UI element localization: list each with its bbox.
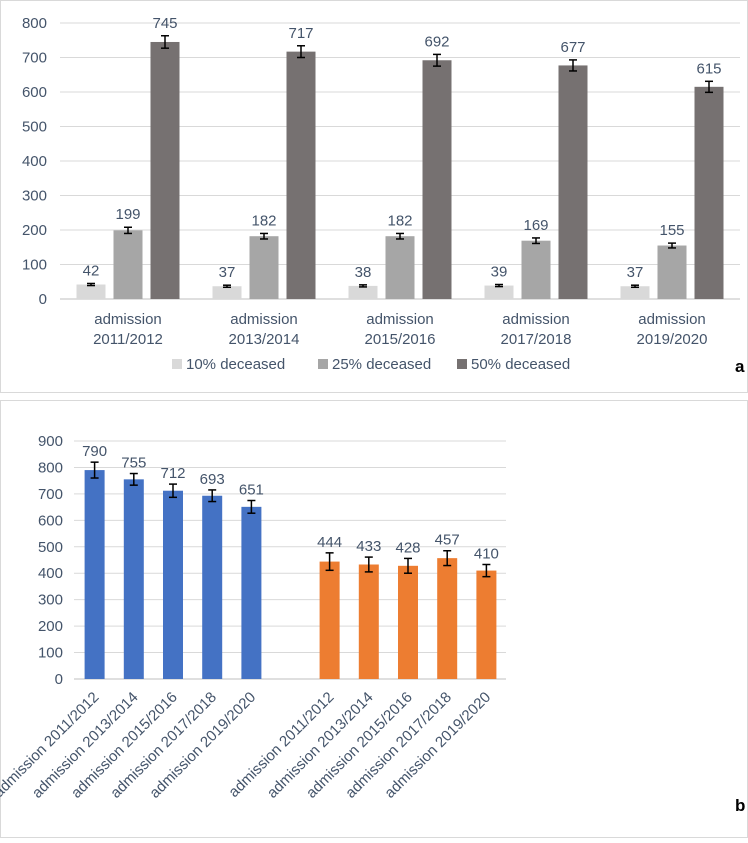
x-tick-label: admission: [502, 311, 570, 328]
data-label: 693: [200, 471, 225, 488]
y-tick-label: 200: [38, 618, 63, 635]
x-tick-label: 2017/2018: [501, 331, 572, 348]
legend-label: 50% deceased: [471, 356, 570, 373]
data-label: 677: [560, 39, 585, 56]
data-label: 37: [627, 264, 644, 281]
bar: [476, 570, 497, 679]
y-tick-label: 800: [22, 15, 47, 32]
y-tick-label: 500: [38, 539, 63, 556]
bar: [76, 284, 106, 299]
data-label: 42: [83, 262, 100, 279]
y-tick-label: 800: [38, 459, 63, 476]
bar: [319, 561, 340, 679]
legend-label: 25% deceased: [332, 356, 431, 373]
data-label: 712: [160, 465, 185, 482]
chart-a: 0 100 200 300 400 500 600 700 800 42 199 745 admissi…: [22, 15, 745, 376]
y-tick-label: 300: [38, 592, 63, 609]
data-label: 615: [696, 60, 721, 77]
data-label: 755: [121, 455, 146, 472]
bar: [422, 60, 452, 300]
bar: [348, 285, 378, 299]
data-label: 155: [659, 222, 684, 239]
y-tick-label: 0: [55, 671, 63, 688]
bar: [385, 236, 415, 299]
y-tick-label: 0: [39, 291, 47, 308]
legend-swatch: [457, 359, 467, 369]
bar: [212, 286, 242, 299]
legend-swatch: [172, 359, 182, 369]
y-tick-label: 100: [22, 257, 47, 274]
y-tick-label: 200: [22, 222, 47, 239]
data-label: 457: [435, 532, 460, 549]
bar: [657, 245, 687, 299]
bar: [398, 565, 418, 679]
x-tick-label: admission: [638, 311, 706, 328]
data-label: 692: [424, 33, 449, 50]
legend-label: 10% deceased: [186, 356, 285, 373]
x-tick-label: admission: [230, 311, 298, 328]
x-tick-label: 2015/2016: [365, 331, 436, 348]
data-label: 37: [219, 264, 236, 281]
data-label: 428: [395, 539, 420, 556]
bar: [437, 558, 458, 679]
y-tick-label: 600: [22, 84, 47, 101]
x-tick-label: admission: [94, 311, 162, 328]
y-tick-label: 100: [38, 645, 63, 662]
x-tick-label: 2013/2014: [229, 331, 300, 348]
y-tick-label: 400: [22, 153, 47, 170]
x-tick-label: admission: [366, 311, 434, 328]
data-label: 182: [387, 212, 412, 229]
bar: [84, 470, 105, 679]
data-label: 199: [115, 206, 140, 223]
bar: [358, 564, 379, 679]
data-label: 38: [355, 264, 372, 281]
data-label: 39: [491, 264, 508, 281]
panel-label: b: [735, 796, 745, 815]
bar: [150, 41, 180, 299]
bar: [113, 230, 143, 299]
x-tick-label: 2011/2012: [93, 331, 163, 348]
data-label: 169: [523, 217, 548, 234]
bar: [694, 86, 724, 299]
bar: [123, 479, 144, 679]
y-tick-label: 400: [38, 565, 63, 582]
bar: [558, 65, 588, 299]
data-label: 410: [474, 545, 499, 562]
data-label: 444: [317, 534, 342, 551]
y-tick-label: 700: [38, 486, 63, 503]
panel-a-border: [0, 0, 748, 393]
panel-label: a: [735, 357, 745, 376]
data-label: 651: [239, 482, 264, 499]
data-label: 745: [152, 15, 177, 32]
bar: [202, 495, 223, 679]
data-label: 717: [288, 25, 313, 42]
legend-swatch: [318, 359, 328, 369]
data-label: 790: [82, 443, 107, 460]
bar: [521, 240, 551, 299]
y-tick-label: 600: [38, 512, 63, 529]
bar: [249, 236, 279, 299]
data-label: 182: [251, 212, 276, 229]
y-tick-label: 900: [38, 433, 63, 450]
bar: [484, 285, 514, 299]
bar: [286, 51, 316, 300]
y-tick-label: 700: [22, 50, 47, 67]
bar: [163, 490, 183, 679]
x-tick-label: 2019/2020: [637, 331, 708, 348]
y-tick-label: 500: [22, 119, 47, 136]
bar: [620, 286, 650, 299]
data-label: 433: [356, 538, 381, 555]
y-tick-label: 300: [22, 188, 47, 205]
bar: [241, 506, 262, 679]
